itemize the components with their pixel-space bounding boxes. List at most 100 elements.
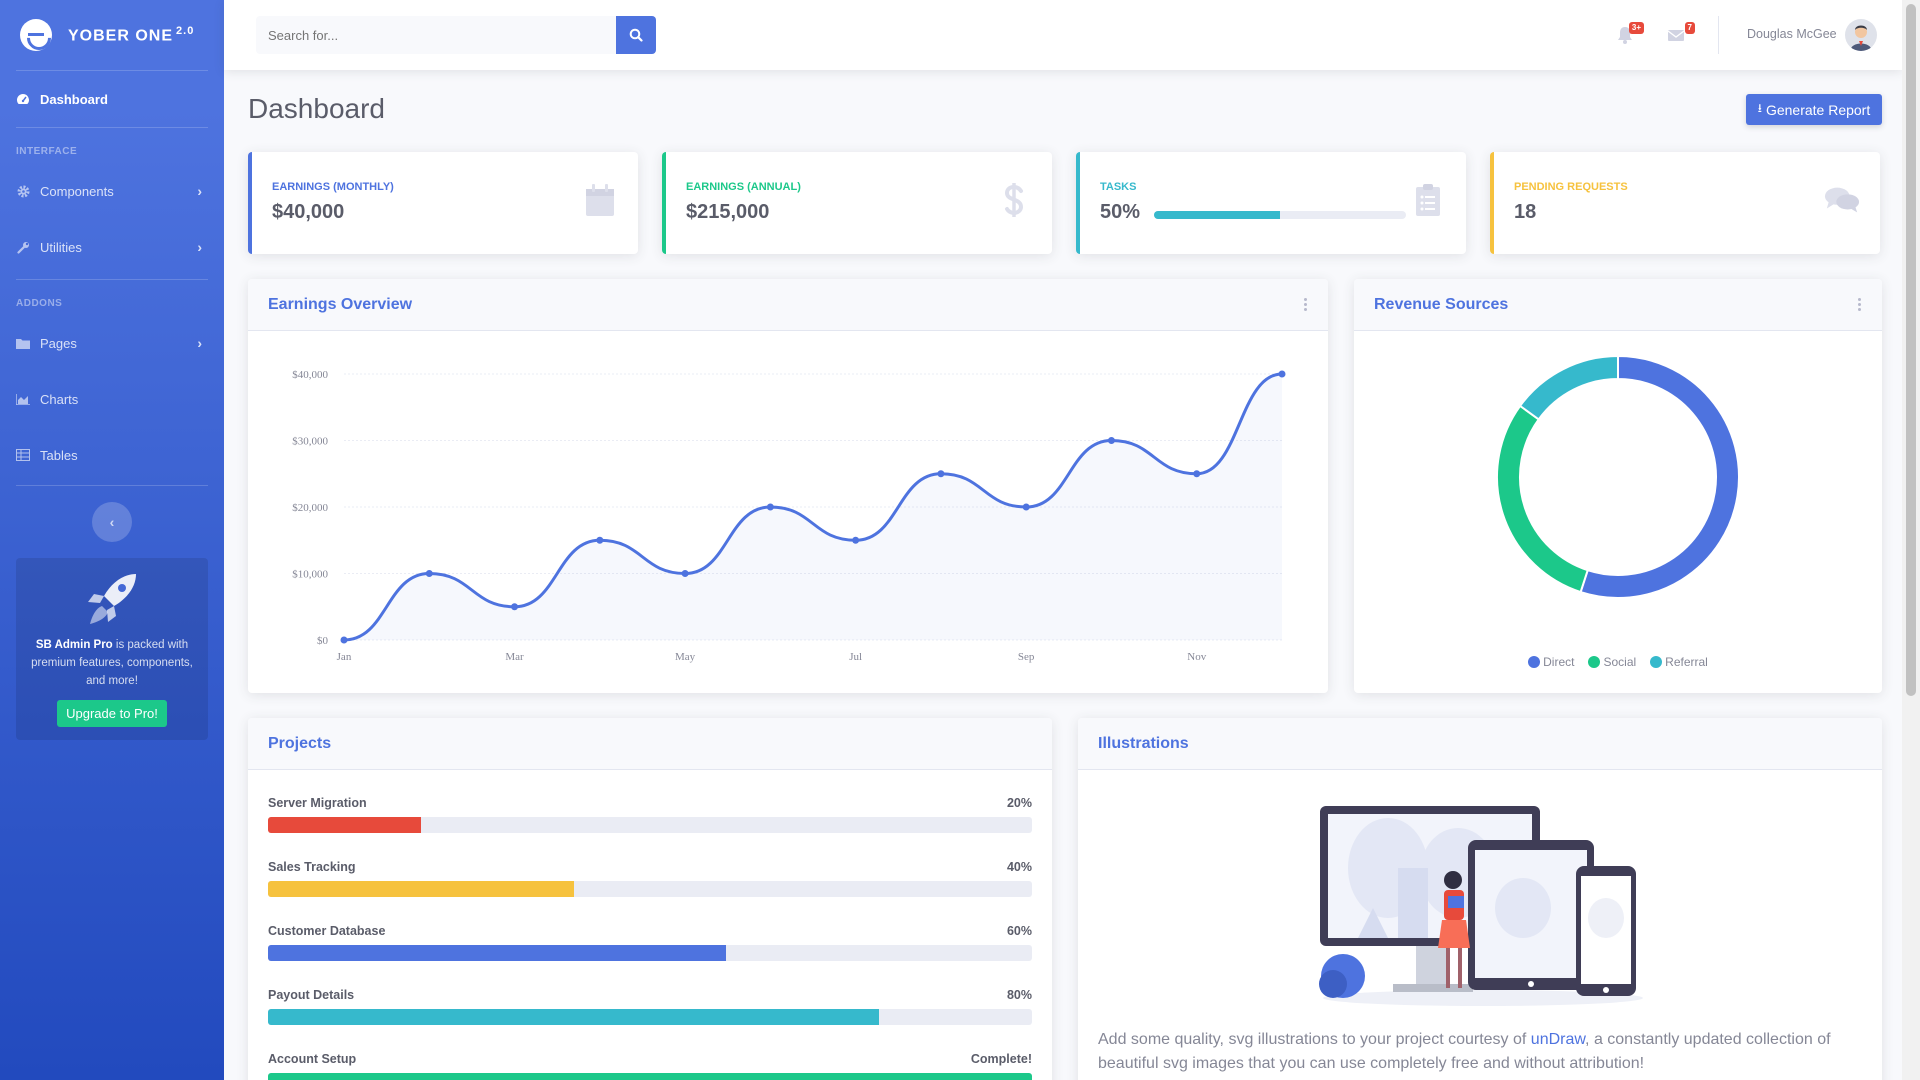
project-item: Sales Tracking 40% (268, 860, 1032, 897)
sidebar-item-label: Pages (40, 335, 77, 351)
page-scrollbar[interactable] (1902, 0, 1920, 1080)
sidebar-item-pages[interactable]: Pages › (0, 315, 224, 371)
stat-card-accent (1490, 152, 1494, 254)
legend-item-direct: Direct (1528, 655, 1574, 669)
alerts-dropdown[interactable]: 3+ (1616, 22, 1644, 45)
project-progress-fill (268, 1073, 1032, 1080)
sidebar-item-label: Dashboard (40, 91, 108, 107)
project-progress-bar (268, 1073, 1032, 1080)
stat-value: 50% (1100, 201, 1141, 223)
sidebar-heading-addons: ADDONS (16, 298, 63, 309)
stat-card-accent (1076, 152, 1080, 254)
stat-card-earnings-monthly: Earnings (Monthly) $40,000 (248, 152, 638, 254)
project-name: Payout Details (268, 988, 355, 1002)
sidebar: YOBER ONE 2.0 Dashboard INTERFACE Compone… (0, 0, 224, 1080)
stat-card-accent (662, 152, 666, 254)
data-point[interactable] (766, 503, 774, 511)
area-fill (344, 374, 1282, 640)
page-title: Dashboard (248, 93, 385, 124)
card-header: Projects (248, 718, 1052, 770)
more-options-icon[interactable] (1302, 298, 1308, 311)
sidebar-divider (16, 485, 208, 486)
stat-label: Earnings (Monthly) (272, 181, 394, 193)
sidebar-item-utilities[interactable]: Utilities › (0, 219, 224, 275)
y-tick-label: $20,000 (292, 502, 328, 514)
cog-icon (16, 184, 30, 198)
bell-icon (1618, 27, 1632, 44)
sidebar-item-components[interactable]: Components › (0, 163, 224, 219)
stat-card-earnings-annual: Earnings (Annual) $215,000 (662, 152, 1052, 254)
tasks-progress-bar (1154, 211, 1406, 219)
more-options-icon[interactable] (1856, 298, 1862, 311)
revenue-sources-card: Revenue Sources Direct Social Referral (1354, 279, 1882, 693)
project-percent: 20% (1006, 796, 1032, 810)
wrench-icon (16, 240, 30, 254)
search-input[interactable] (256, 16, 616, 54)
laugh-wink-icon (20, 19, 52, 51)
y-tick-label: $10,000 (292, 569, 328, 581)
upgrade-button[interactable]: Upgrade to Pro! (57, 700, 167, 727)
data-point[interactable] (1107, 437, 1115, 444)
card-header: Illustrations (1078, 718, 1882, 770)
project-progress-fill (268, 945, 727, 961)
sidebar-item-charts[interactable]: Charts (0, 371, 224, 427)
project-progress-fill (268, 1009, 880, 1025)
data-point[interactable] (681, 570, 689, 577)
earnings-overview-card: Earnings Overview $0 $10,000 $20,000 $30,00… (248, 279, 1328, 693)
project-item: Server Migration 20% (268, 796, 1032, 833)
sidebar-divider (16, 127, 208, 128)
project-progress-bar (268, 945, 1032, 961)
user-name[interactable]: Douglas McGee (1747, 27, 1837, 41)
data-point[interactable] (852, 536, 860, 544)
project-name: Account Setup (268, 1052, 357, 1066)
brand-name: YOBER ONE 2.0 (68, 24, 195, 45)
data-point[interactable] (937, 470, 945, 478)
data-point[interactable] (1278, 370, 1286, 378)
project-item: Payout Details 80% (268, 988, 1032, 1025)
card-title: Illustrations (1098, 734, 1189, 752)
project-item: Customer Database 60% (268, 924, 1032, 961)
x-tick-label: Jul (849, 651, 862, 663)
data-point[interactable] (596, 536, 604, 544)
data-point[interactable] (511, 603, 519, 611)
sidebar-item-label: Tables (40, 447, 78, 463)
donut-slice-direct[interactable] (1579, 354, 1740, 599)
stat-card-tasks: Tasks 50% (1076, 152, 1466, 254)
brand-link[interactable]: YOBER ONE 2.0 (0, 0, 224, 70)
donut-slice-referral[interactable] (1518, 354, 1619, 421)
messages-dropdown[interactable]: 7 (1667, 22, 1695, 45)
scrollbar-thumb[interactable] (1906, 4, 1916, 696)
project-percent: Complete! (970, 1052, 1032, 1066)
sidebar-item-label: Charts (40, 391, 79, 407)
data-point[interactable] (340, 636, 348, 644)
generate-report-button[interactable]: ⭳ Generate Report (1746, 94, 1882, 125)
stat-value: 18 (1514, 201, 1537, 223)
sidebar-toggle-button[interactable]: ‹ (92, 502, 132, 542)
search-button[interactable] (616, 16, 656, 54)
sidebar-promo-card: SB Admin Pro is packed with premium feat… (16, 558, 208, 740)
data-point[interactable] (1193, 470, 1201, 478)
project-name: Customer Database (268, 924, 386, 938)
folder-icon (16, 336, 30, 350)
undraw-link[interactable]: unDraw (1530, 1031, 1586, 1048)
project-name: Server Migration (268, 796, 367, 810)
donut-slice-social[interactable] (1496, 404, 1589, 594)
y-tick-label: $40,000 (292, 369, 328, 381)
x-tick-label: May (675, 651, 696, 663)
avatar[interactable] (1845, 19, 1877, 51)
generate-report-label: Generate Report (1765, 101, 1871, 118)
envelope-icon (1667, 30, 1685, 41)
rocket-icon (28, 572, 196, 626)
project-percent: 80% (1006, 988, 1032, 1002)
data-point[interactable] (425, 570, 433, 577)
calendar-icon (582, 182, 618, 218)
promo-text: SB Admin Pro is packed with premium feat… (31, 639, 193, 687)
table-icon (16, 448, 30, 462)
projects-card: Projects Server Migration 20% Sales Tracki… (248, 718, 1052, 1080)
sidebar-item-dashboard[interactable]: Dashboard (0, 71, 224, 127)
sidebar-item-tables[interactable]: Tables (0, 427, 224, 483)
x-tick-label: Sep (1018, 651, 1035, 663)
card-header: Revenue Sources (1354, 279, 1882, 331)
project-progress-bar (268, 817, 1032, 833)
data-point[interactable] (1022, 503, 1030, 511)
